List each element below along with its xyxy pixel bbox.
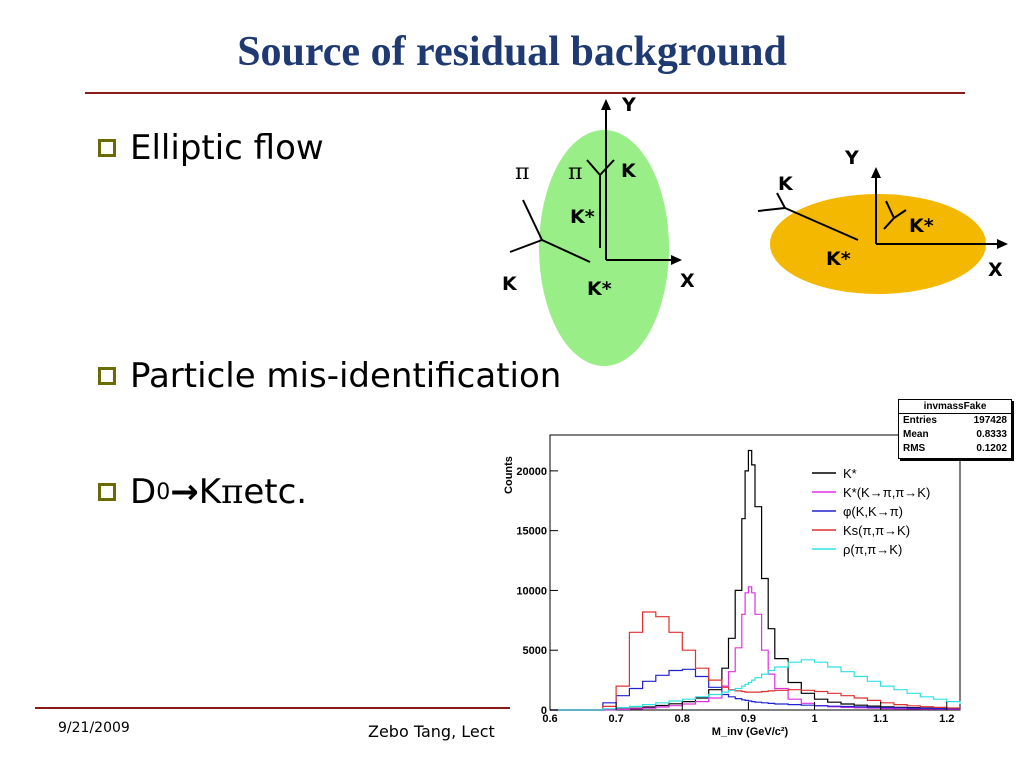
stats-row: RMS 0.1202 — [899, 442, 1011, 456]
legend-label: φ(K,K→π) — [843, 504, 903, 519]
x-tick-label: 1.1 — [873, 713, 888, 725]
stats-row: Mean 0.8333 — [899, 428, 1011, 442]
x-axis-arrow-icon — [997, 239, 1008, 249]
track-line — [757, 207, 786, 212]
track-line — [586, 159, 601, 176]
legend-label: K* — [843, 466, 857, 481]
series-line-3 — [550, 611, 961, 711]
x-label: X — [680, 270, 695, 292]
k-label: K — [502, 273, 518, 295]
stats-label: RMS — [903, 443, 926, 454]
stats-value: 0.8333 — [976, 429, 1007, 440]
track-line — [776, 192, 786, 209]
x-label: X — [988, 259, 1003, 281]
y-axis-arrow-icon — [871, 167, 881, 178]
stats-value: 0.1202 — [976, 443, 1007, 454]
track-line — [509, 239, 543, 253]
x-tick-label: 0.8 — [675, 713, 690, 725]
bullet-sup: 0 — [156, 479, 171, 505]
footer-date: 9/21/2009 — [58, 720, 130, 736]
stats-row: Entries 197428 — [899, 414, 1011, 428]
pi-label: π — [515, 160, 529, 185]
y-tick-label: 0 — [541, 705, 547, 717]
footer-divider — [35, 707, 510, 709]
series-line-2 — [550, 668, 961, 711]
bullet-rest-text: etc. — [243, 472, 308, 512]
kstar-label: K* — [826, 248, 851, 270]
series-line-1 — [550, 586, 961, 711]
k-label: K — [778, 173, 794, 195]
series-line-0 — [550, 449, 961, 711]
x-tick-label: 1.2 — [939, 713, 954, 725]
track-line — [883, 217, 895, 230]
footer-author: Zebo Tang, Lect — [368, 722, 495, 741]
title-divider — [85, 92, 965, 94]
y-label: Y — [621, 94, 636, 116]
x-axis-arrow-icon — [671, 255, 682, 265]
stats-label: Entries — [903, 415, 937, 426]
track-line — [522, 199, 543, 241]
track-line — [885, 200, 895, 219]
kstar-label: K* — [909, 215, 934, 237]
track-line — [599, 159, 615, 176]
bullet-text: Elliptic flow — [130, 128, 324, 168]
legend-label: Ks(π,π→K) — [843, 523, 910, 538]
x-tick-label: 0.6 — [542, 713, 557, 725]
slide-title: Source of residual background — [237, 29, 787, 75]
bullet-pi-text: π — [220, 472, 244, 512]
track-line — [541, 239, 591, 263]
y-tick-label: 20000 — [516, 466, 547, 478]
y-label: Y — [844, 147, 859, 169]
kstar-label: K* — [587, 278, 612, 300]
bullet-misidentification: Particle mis-identification — [98, 356, 561, 396]
track-line — [784, 207, 859, 241]
bullet-square-icon — [98, 367, 116, 385]
bullet-square-icon — [98, 483, 116, 501]
legend-label: K*(K→π,π→K) — [843, 485, 930, 500]
track-line — [893, 209, 907, 219]
stats-value: 197428 — [973, 415, 1007, 426]
kstar-label: K* — [570, 206, 595, 228]
arrow-icon: → — [170, 472, 199, 512]
stats-box: invmassFake Entries 197428 Mean 0.8333 RMS… — [898, 399, 1012, 459]
bullet-elliptic-flow: Elliptic flow — [98, 128, 324, 168]
k-label: K — [621, 160, 637, 182]
y-axis-label: Counts — [503, 456, 515, 494]
bullet-k-text: K — [198, 472, 221, 512]
x-axis-label: M_inv (GeV/c²) — [712, 726, 789, 738]
y-tick-label: 5000 — [523, 645, 547, 657]
x-tick-label: 0.9 — [741, 713, 756, 725]
x-tick-label: 1 — [811, 713, 817, 725]
y-axis-arrow-icon — [601, 99, 611, 110]
y-tick-label: 15000 — [516, 526, 547, 538]
stats-label: Mean — [903, 429, 929, 440]
y-tick-label: 10000 — [516, 585, 547, 597]
pi-label: π — [568, 160, 582, 185]
x-tick-label: 0.7 — [608, 713, 623, 725]
legend-label: ρ(π,π→K) — [843, 542, 902, 557]
vertical-ellipse — [539, 130, 669, 366]
bullet-text: Particle mis-identification — [130, 356, 562, 396]
series-line-4 — [550, 659, 961, 711]
stats-title: invmassFake — [899, 400, 1011, 414]
bullet-square-icon — [98, 139, 116, 157]
chart-legend: K* K*(K→π,π→K) φ(K,K→π) Ks(π,π→K) ρ(π,π→K) — [812, 466, 930, 557]
bullet-d-text: D — [130, 472, 157, 512]
